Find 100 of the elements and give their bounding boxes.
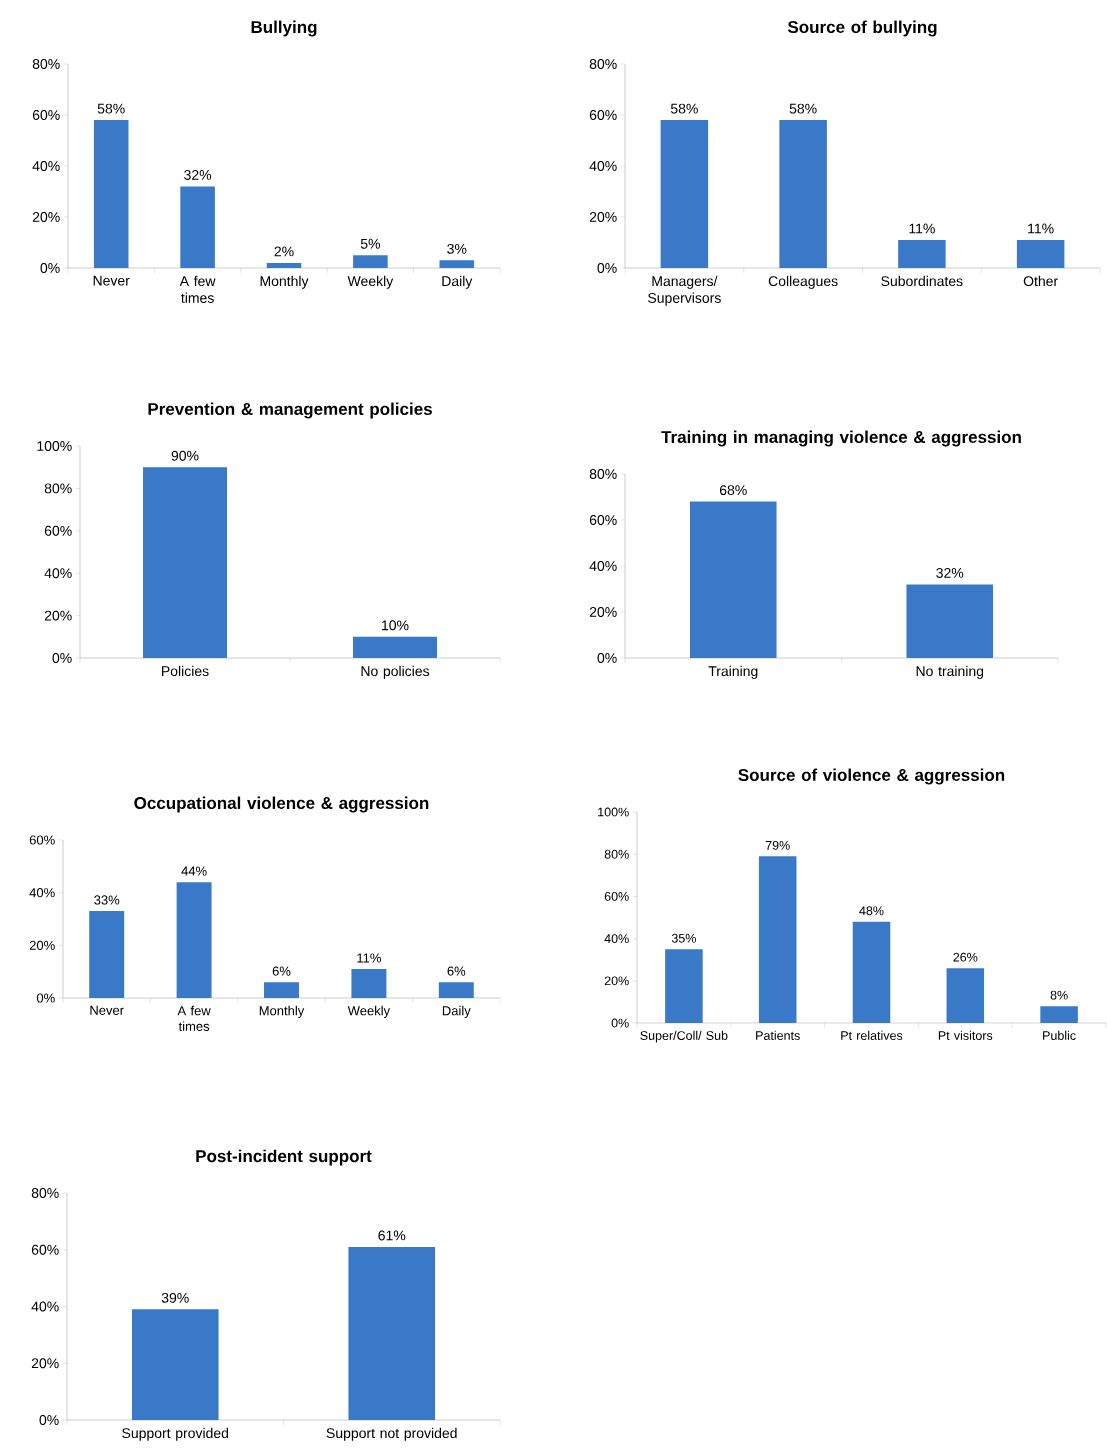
chart-title: Post-incident support xyxy=(196,1149,372,1166)
x-tick-label: Pt visitors xyxy=(938,1030,993,1040)
x-tick-label: Policies xyxy=(162,665,209,677)
y-tick-label: 60% xyxy=(29,835,55,845)
data-label: 10% xyxy=(382,620,409,631)
chart-title: Source of bullying xyxy=(787,20,937,37)
data-label: 6% xyxy=(447,966,466,976)
data-label: 32% xyxy=(184,169,212,180)
bar xyxy=(1040,1006,1078,1024)
y-tick-label: 20% xyxy=(32,212,60,222)
y-tick-label: 20% xyxy=(44,610,72,621)
y-tick-label: 100% xyxy=(598,807,629,817)
y-tick-label: 80% xyxy=(44,483,72,494)
x-tick-label: Monthly xyxy=(259,1005,305,1018)
chart-title: Prevention & management policies xyxy=(148,402,432,419)
data-label: 39% xyxy=(161,1292,189,1303)
y-tick-label: 100% xyxy=(37,441,72,451)
data-label: 35% xyxy=(671,933,696,943)
y-tick-label: 20% xyxy=(604,976,629,986)
chart-title: Source of violence & aggression xyxy=(738,768,1005,785)
y-tick-label: 0% xyxy=(611,1018,629,1028)
x-tick-label: Daily xyxy=(442,275,473,289)
x-tick-label: Other xyxy=(1023,275,1058,287)
data-label: 33% xyxy=(94,895,120,905)
y-tick-label: 80% xyxy=(589,469,617,479)
y-tick-label: 0% xyxy=(597,263,617,273)
y-tick-label: 80% xyxy=(604,849,629,859)
y-tick-label: 0% xyxy=(39,1415,59,1425)
y-tick-label: 60% xyxy=(589,110,617,120)
bar xyxy=(852,921,891,1024)
data-label: 48% xyxy=(859,906,884,916)
x-tick-label: Never xyxy=(90,1005,124,1015)
x-tick-label: A few times xyxy=(179,275,216,303)
x-tick-label: Subordinates xyxy=(881,275,963,287)
y-tick-label: 0% xyxy=(597,653,617,663)
chart-title: Training in managing violence & aggression xyxy=(661,430,1021,447)
data-label: 11% xyxy=(1028,223,1054,234)
bar xyxy=(266,262,302,269)
bar xyxy=(946,968,985,1024)
x-tick-label: Managers/ Supervisors xyxy=(648,275,721,306)
y-tick-label: 40% xyxy=(29,888,55,898)
y-tick-label: 40% xyxy=(604,934,629,944)
data-label: 61% xyxy=(378,1230,406,1241)
x-tick-label: Patients xyxy=(756,1030,800,1040)
data-label: 11% xyxy=(909,223,935,234)
x-tick-label: No policies xyxy=(361,665,430,679)
y-tick-label: 20% xyxy=(29,940,55,950)
bar xyxy=(665,949,703,1024)
bar xyxy=(438,982,474,999)
x-tick-label: Support provided xyxy=(122,1427,229,1441)
y-tick-label: 20% xyxy=(589,212,617,222)
data-label: 58% xyxy=(789,103,817,114)
y-tick-label: 60% xyxy=(31,1244,59,1255)
bar xyxy=(93,120,129,269)
data-label: 58% xyxy=(670,103,698,114)
x-tick-label: Pt relatives xyxy=(841,1030,903,1040)
x-tick-label: Daily xyxy=(442,1005,471,1018)
x-tick-label: Public xyxy=(1043,1030,1076,1040)
x-tick-label: Super/Coll/ Sub xyxy=(640,1030,728,1043)
chart-title: Bullying xyxy=(251,20,317,37)
y-tick-label: 60% xyxy=(32,110,60,120)
y-tick-label: 20% xyxy=(31,1358,59,1369)
bar xyxy=(176,882,212,999)
y-tick-label: 0% xyxy=(40,263,60,273)
data-label: 11% xyxy=(357,953,381,963)
y-tick-label: 60% xyxy=(44,525,72,536)
y-tick-label: 80% xyxy=(31,1188,59,1198)
x-tick-label: Weekly xyxy=(347,275,394,289)
y-tick-label: 40% xyxy=(32,161,60,171)
bar xyxy=(89,911,125,999)
data-label: 5% xyxy=(360,238,381,249)
bar xyxy=(758,856,797,1024)
x-tick-label: Support not provided xyxy=(326,1427,457,1441)
data-label: 58% xyxy=(97,103,125,114)
y-tick-label: 40% xyxy=(589,561,617,571)
x-tick-label: A few times xyxy=(177,1005,211,1031)
data-label: 8% xyxy=(1050,990,1068,1000)
bar xyxy=(264,982,299,999)
y-tick-label: 60% xyxy=(604,891,629,901)
x-tick-label: Training xyxy=(708,665,758,679)
data-label: 79% xyxy=(765,840,790,850)
bar xyxy=(439,260,475,269)
data-label: 68% xyxy=(719,485,747,496)
data-label: 44% xyxy=(181,866,207,876)
y-tick-label: 80% xyxy=(589,59,617,69)
data-label: 32% xyxy=(936,567,964,578)
x-tick-label: Monthly xyxy=(260,275,309,289)
y-tick-label: 40% xyxy=(31,1301,59,1312)
data-label: 90% xyxy=(171,450,199,461)
bar xyxy=(353,255,388,269)
y-tick-label: 40% xyxy=(589,161,617,171)
data-label: 3% xyxy=(447,243,467,254)
data-label: 2% xyxy=(274,246,294,257)
bar xyxy=(351,969,387,999)
bar xyxy=(180,186,215,269)
y-tick-label: 60% xyxy=(589,515,617,525)
data-label: 6% xyxy=(272,966,291,976)
y-tick-label: 40% xyxy=(44,568,72,579)
data-label: 26% xyxy=(953,952,978,962)
x-tick-label: Colleagues xyxy=(768,275,838,289)
